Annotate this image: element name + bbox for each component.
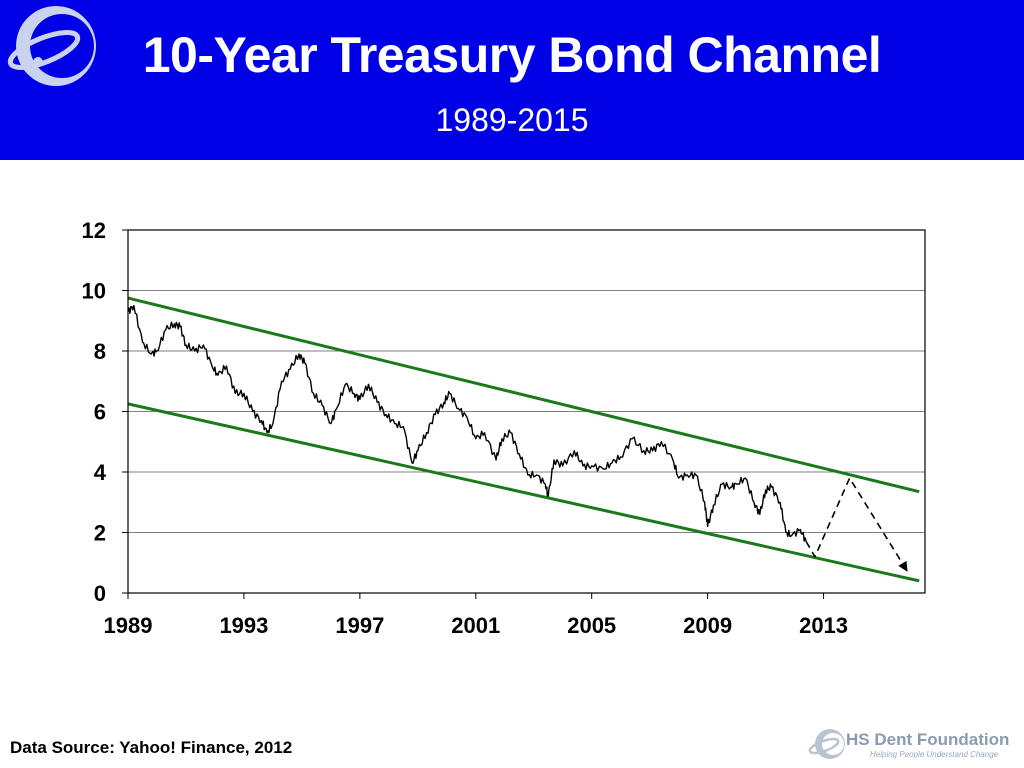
x-tick-label: 2005: [567, 613, 616, 638]
brand-tagline: Helping People Understand Change: [870, 750, 999, 759]
data-source-note: Data Source: Yahoo! Finance, 2012: [10, 738, 293, 757]
y-tick-label: 8: [94, 339, 106, 364]
x-tick-label: 1993: [219, 613, 268, 638]
forecast-arrowhead: [898, 560, 908, 572]
grid-lines: [128, 229, 925, 533]
x-tick-label: 2013: [799, 613, 848, 638]
page-subtitle: 1989-2015: [435, 102, 589, 138]
orbit-logo-icon: [808, 729, 845, 759]
line-chart: 0 2 4 6 8 10 12 1989 1993 1997 2001 2005 2009 2013: [82, 218, 926, 638]
brand-logo: HS Dent Foundation Helping People Unders…: [806, 726, 1018, 764]
channel-line: [127, 402, 920, 583]
y-tick-label: 6: [94, 400, 106, 425]
plot-frame: [127, 229, 926, 594]
axes: [122, 229, 926, 599]
channel-line: [127, 296, 920, 494]
tick-labels: 0 2 4 6 8 10 12 1989 1993 1997 2001 2005 2009 2013: [82, 218, 849, 638]
page-title: 10-Year Treasury Bond Channel: [142, 27, 882, 83]
x-tick-label: 1989: [104, 613, 153, 638]
x-tick-label: 1997: [335, 613, 384, 638]
y-tick-label: 4: [94, 460, 107, 485]
header-banner: 10-Year Treasury Bond Channel 1989-2015: [0, 0, 1024, 160]
series-lines: [127, 304, 909, 573]
yield-line: [127, 304, 807, 542]
channel-lines: [127, 296, 920, 583]
y-tick-label: 2: [94, 521, 106, 546]
y-tick-label: 0: [94, 581, 106, 606]
y-tick-label: 12: [82, 218, 106, 243]
y-tick-label: 10: [82, 279, 106, 304]
forecast-line: [805, 477, 909, 573]
brand-name: HS Dent Foundation: [846, 730, 1010, 749]
orbit-logo-icon: [7, 6, 96, 86]
x-tick-label: 2001: [451, 613, 500, 638]
x-tick-label: 2009: [683, 613, 732, 638]
